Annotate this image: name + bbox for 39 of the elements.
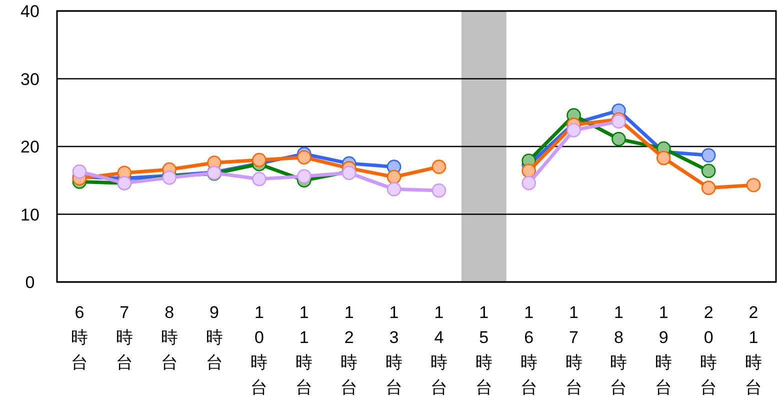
point (386, 170, 402, 184)
point (252, 152, 266, 168)
y-tick-label: 20 (20, 138, 40, 156)
x-tick-label: 8時台 (160, 303, 178, 372)
point (522, 176, 536, 190)
x-tick-label: 15時台 (475, 303, 492, 397)
point (432, 183, 446, 198)
point (297, 150, 312, 164)
x-tick-label: 21時台 (745, 303, 762, 397)
point (386, 182, 402, 196)
x-tick-label: 14時台 (430, 303, 448, 397)
x-tick-label: 7時台 (116, 303, 133, 372)
point (746, 178, 761, 192)
point (612, 132, 626, 146)
x-tick-label: 6時台 (70, 303, 88, 372)
x-tick-label: 9時台 (206, 303, 223, 372)
point (656, 150, 671, 166)
point (701, 164, 716, 178)
point (432, 160, 446, 174)
point (72, 164, 87, 179)
y-tick-label: 40 (20, 2, 40, 21)
point (701, 148, 716, 162)
x-tick-label: 11時台 (296, 303, 313, 397)
x-tick-label: 12時台 (340, 303, 358, 397)
point (566, 123, 581, 138)
point (252, 172, 266, 186)
x-tick-label: 13時台 (386, 303, 403, 397)
x-tick-label: 16時台 (520, 303, 538, 397)
x-tick-label: 10時台 (250, 303, 268, 397)
x-tick-label: 20時台 (700, 303, 718, 397)
point (522, 164, 536, 178)
y-tick-label: 0 (25, 273, 35, 292)
point (297, 169, 312, 184)
point (701, 180, 716, 195)
x-tick-label: 19時台 (655, 303, 672, 397)
y-tick-label: 30 (20, 70, 40, 89)
y-tick-label: 10 (20, 205, 40, 224)
x-tick-label: 18時台 (610, 303, 628, 397)
x-tick-label: 17時台 (565, 303, 582, 397)
